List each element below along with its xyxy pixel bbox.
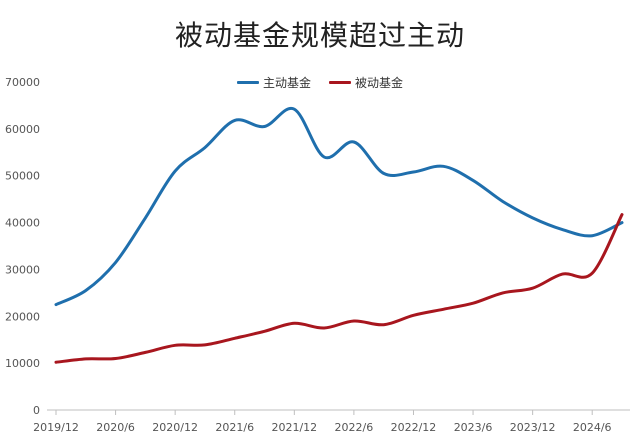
data-point (203, 343, 206, 346)
data-point (293, 322, 296, 325)
data-point (621, 213, 624, 216)
data-point (412, 171, 415, 174)
data-point (352, 320, 355, 323)
y-tick-label: 20000 (5, 310, 40, 323)
data-point (591, 272, 594, 275)
chart-title: 被动基金规模超过主动 (174, 19, 465, 52)
data-point (531, 287, 534, 290)
legend-label-active-funds: 主动基金 (262, 76, 311, 90)
x-tick-label: 2020/6 (96, 421, 135, 434)
x-tick-label: 2023/6 (454, 421, 493, 434)
legend-label-passive-funds: 被动基金 (355, 76, 404, 90)
y-tick-label: 10000 (5, 357, 40, 370)
data-point (174, 170, 177, 173)
data-point (591, 234, 594, 237)
data-point (203, 146, 206, 149)
data-point (501, 291, 504, 294)
data-point (233, 337, 236, 340)
data-point (144, 351, 147, 354)
data-point (55, 303, 58, 306)
data-point (323, 327, 326, 330)
y-tick-label: 60000 (5, 123, 40, 136)
y-tick-label: 0 (33, 404, 40, 417)
data-point (412, 314, 415, 317)
data-point (472, 302, 475, 305)
data-point (442, 308, 445, 311)
data-point (621, 221, 624, 224)
data-point (233, 119, 236, 122)
y-tick-label: 40000 (5, 217, 40, 230)
x-tick-label: 2022/12 (391, 421, 437, 434)
data-point (84, 289, 87, 292)
data-point (561, 273, 564, 276)
data-point (114, 261, 117, 264)
series-line-passive-funds (54, 213, 624, 364)
data-point (263, 125, 266, 128)
data-point (442, 165, 445, 168)
chart-legend: 主动基金 被动基金 (0, 74, 640, 91)
y-tick-label: 70000 (5, 76, 40, 89)
data-point (561, 228, 564, 231)
data-point (531, 216, 534, 219)
data-point (114, 357, 117, 360)
data-point (174, 344, 177, 347)
x-tick-label: 2024/6 (573, 421, 612, 434)
data-point (472, 179, 475, 182)
data-point (293, 108, 296, 111)
data-point (263, 330, 266, 333)
x-tick-label: 2021/6 (215, 421, 254, 434)
series-line-active-funds (54, 106, 624, 307)
data-point (382, 323, 385, 326)
x-tick-label: 2021/12 (271, 421, 317, 434)
x-tick-label: 2020/12 (152, 421, 198, 434)
legend-swatch-active-funds (236, 81, 259, 84)
x-tick-label: 2023/12 (510, 421, 556, 434)
y-tick-label: 30000 (5, 263, 40, 276)
data-point (144, 216, 147, 219)
legend-item-passive-funds: 被动基金 (329, 74, 403, 91)
data-point (323, 156, 326, 159)
data-point (84, 357, 87, 360)
legend-swatch-passive-funds (329, 81, 351, 84)
data-point (382, 172, 385, 175)
x-tick-label: 2022/6 (335, 421, 374, 434)
data-point (501, 200, 504, 203)
data-point (352, 141, 355, 144)
x-tick-label: 2019/12 (33, 421, 79, 434)
data-point (55, 361, 58, 364)
y-tick-label: 50000 (5, 170, 40, 183)
legend-item-active-funds: 主动基金 (236, 74, 311, 91)
